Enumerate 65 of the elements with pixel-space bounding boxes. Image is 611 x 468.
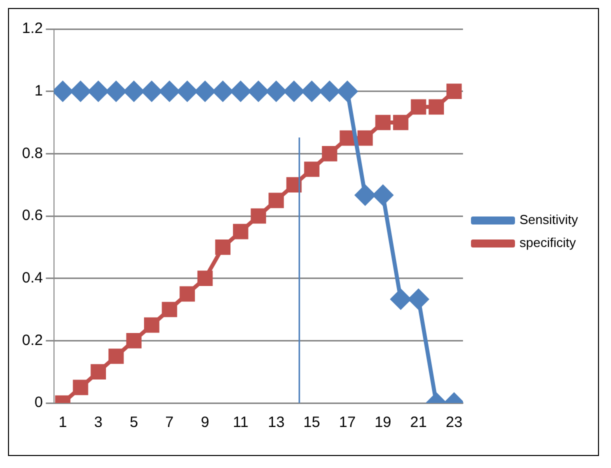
- point: [266, 81, 286, 102]
- point: [180, 286, 195, 302]
- y-tick-label: 0.6: [22, 207, 43, 224]
- point: [357, 130, 373, 146]
- chart-frame: Sensitivity specificity 1 3 5 7 9 11 13 15 17 19 21 23 0 0.2 0.4 0.6 0.8 1 1.2: [8, 8, 599, 456]
- point: [340, 130, 356, 146]
- point: [159, 81, 180, 102]
- y-tick-label: 0.8: [22, 144, 43, 162]
- point: [124, 81, 144, 102]
- point: [90, 364, 106, 380]
- x-tick-label: 7: [165, 414, 174, 432]
- point: [230, 81, 251, 102]
- x-tick-label: 17: [339, 414, 356, 432]
- x-tick-label: 13: [268, 414, 285, 432]
- point: [302, 81, 322, 102]
- point: [108, 348, 124, 364]
- y-tick-label: 1: [34, 82, 43, 100]
- x-tick-label: 11: [232, 414, 248, 432]
- point: [393, 114, 408, 130]
- legend-label: specificity: [519, 235, 576, 250]
- point: [390, 289, 411, 310]
- y-tick-label: 1.2: [22, 20, 43, 38]
- point: [70, 81, 91, 102]
- point: [106, 81, 126, 102]
- point: [232, 224, 248, 240]
- point: [54, 81, 73, 102]
- point: [88, 81, 108, 102]
- y-tick-label: 0: [34, 394, 43, 412]
- x-tick-label: 9: [200, 414, 210, 432]
- y-tick-label: 0.2: [22, 332, 43, 349]
- point: [320, 81, 340, 102]
- point: [248, 81, 268, 102]
- x-tick-label: 15: [303, 414, 320, 432]
- point: [375, 114, 391, 130]
- point: [286, 177, 302, 192]
- point: [284, 81, 304, 102]
- point: [304, 162, 320, 177]
- point: [408, 289, 429, 310]
- point: [250, 208, 266, 224]
- point: [197, 270, 213, 286]
- point: [142, 81, 162, 102]
- x-tick-label: 19: [374, 414, 392, 432]
- x-tick-label: 23: [446, 414, 462, 432]
- x-tick-label: 1: [58, 414, 67, 432]
- y-tick-label: 0.4: [22, 269, 43, 286]
- point: [372, 185, 393, 206]
- point: [355, 185, 376, 206]
- x-tick-label: 5: [130, 414, 138, 432]
- point: [162, 302, 178, 318]
- x-tick-label: 3: [94, 414, 102, 432]
- point: [72, 380, 88, 396]
- point: [322, 146, 338, 162]
- point: [177, 81, 198, 102]
- x-tick-label: 21: [410, 414, 427, 432]
- point: [428, 99, 444, 115]
- point: [446, 84, 462, 99]
- point: [195, 81, 216, 102]
- point: [144, 317, 160, 333]
- point: [126, 333, 142, 348]
- point: [337, 81, 358, 102]
- point: [212, 81, 233, 102]
- point: [215, 240, 230, 255]
- point: [410, 99, 426, 115]
- legend-label: Sensitivity: [519, 212, 578, 228]
- point: [268, 192, 284, 208]
